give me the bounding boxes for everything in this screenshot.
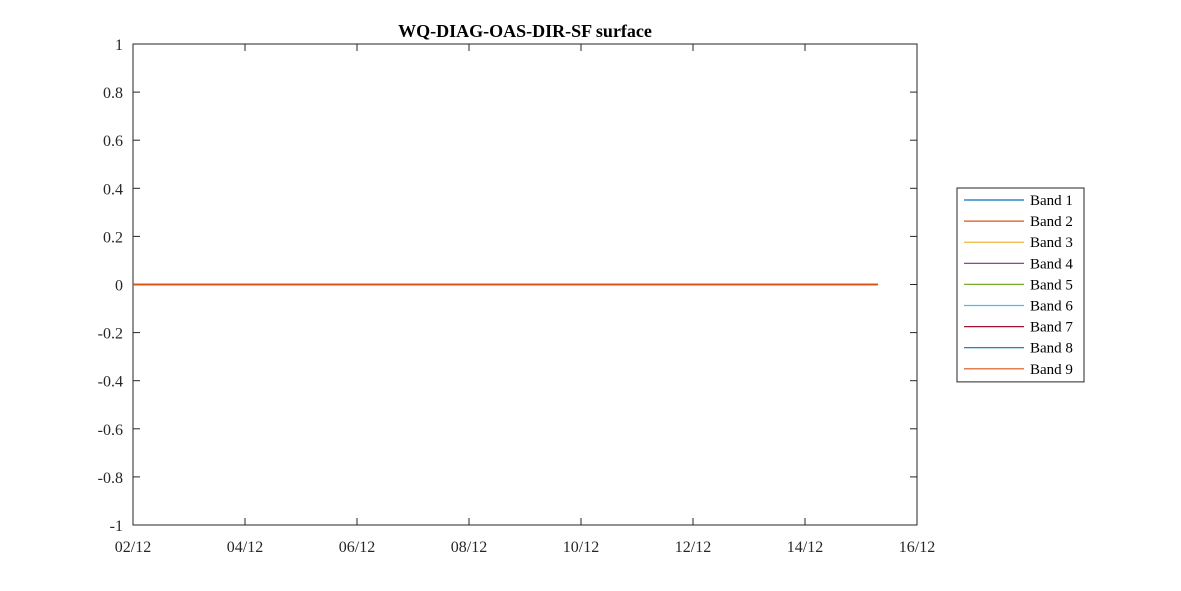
- y-tick-label: -0.8: [98, 470, 123, 487]
- y-tick-label: 0.4: [103, 181, 123, 198]
- legend-label: Band 8: [1030, 341, 1073, 357]
- legend-label: Band 1: [1030, 193, 1073, 209]
- x-tick-label: 14/12: [787, 539, 823, 556]
- x-tick-label: 04/12: [227, 539, 263, 556]
- x-tick-label: 12/12: [675, 539, 711, 556]
- x-tick-label: 10/12: [563, 539, 599, 556]
- y-tick-label: 0.6: [103, 133, 123, 150]
- y-tick-label: -0.4: [98, 374, 123, 391]
- legend-label: Band 7: [1030, 320, 1073, 336]
- x-tick-label: 02/12: [115, 539, 151, 556]
- legend-label: Band 4: [1030, 256, 1073, 272]
- y-tick-label: 1: [115, 37, 123, 54]
- x-tick-label: 16/12: [899, 539, 935, 556]
- y-tick-label: -0.6: [98, 422, 123, 439]
- y-tick-label: 0: [115, 278, 123, 295]
- legend-label: Band 6: [1030, 299, 1073, 315]
- chart-title: WQ-DIAG-OAS-DIR-SF surface: [398, 21, 652, 41]
- x-tick-label: 06/12: [339, 539, 375, 556]
- y-tick-label: -1: [110, 518, 123, 535]
- legend-label: Band 3: [1030, 235, 1073, 251]
- legend-label: Band 2: [1030, 214, 1073, 230]
- legend-label: Band 5: [1030, 277, 1073, 293]
- y-tick-label: 0.8: [103, 85, 123, 102]
- legend-label: Band 9: [1030, 362, 1073, 378]
- y-tick-label: -0.2: [98, 326, 123, 343]
- x-tick-label: 08/12: [451, 539, 487, 556]
- y-tick-label: 0.2: [103, 229, 123, 246]
